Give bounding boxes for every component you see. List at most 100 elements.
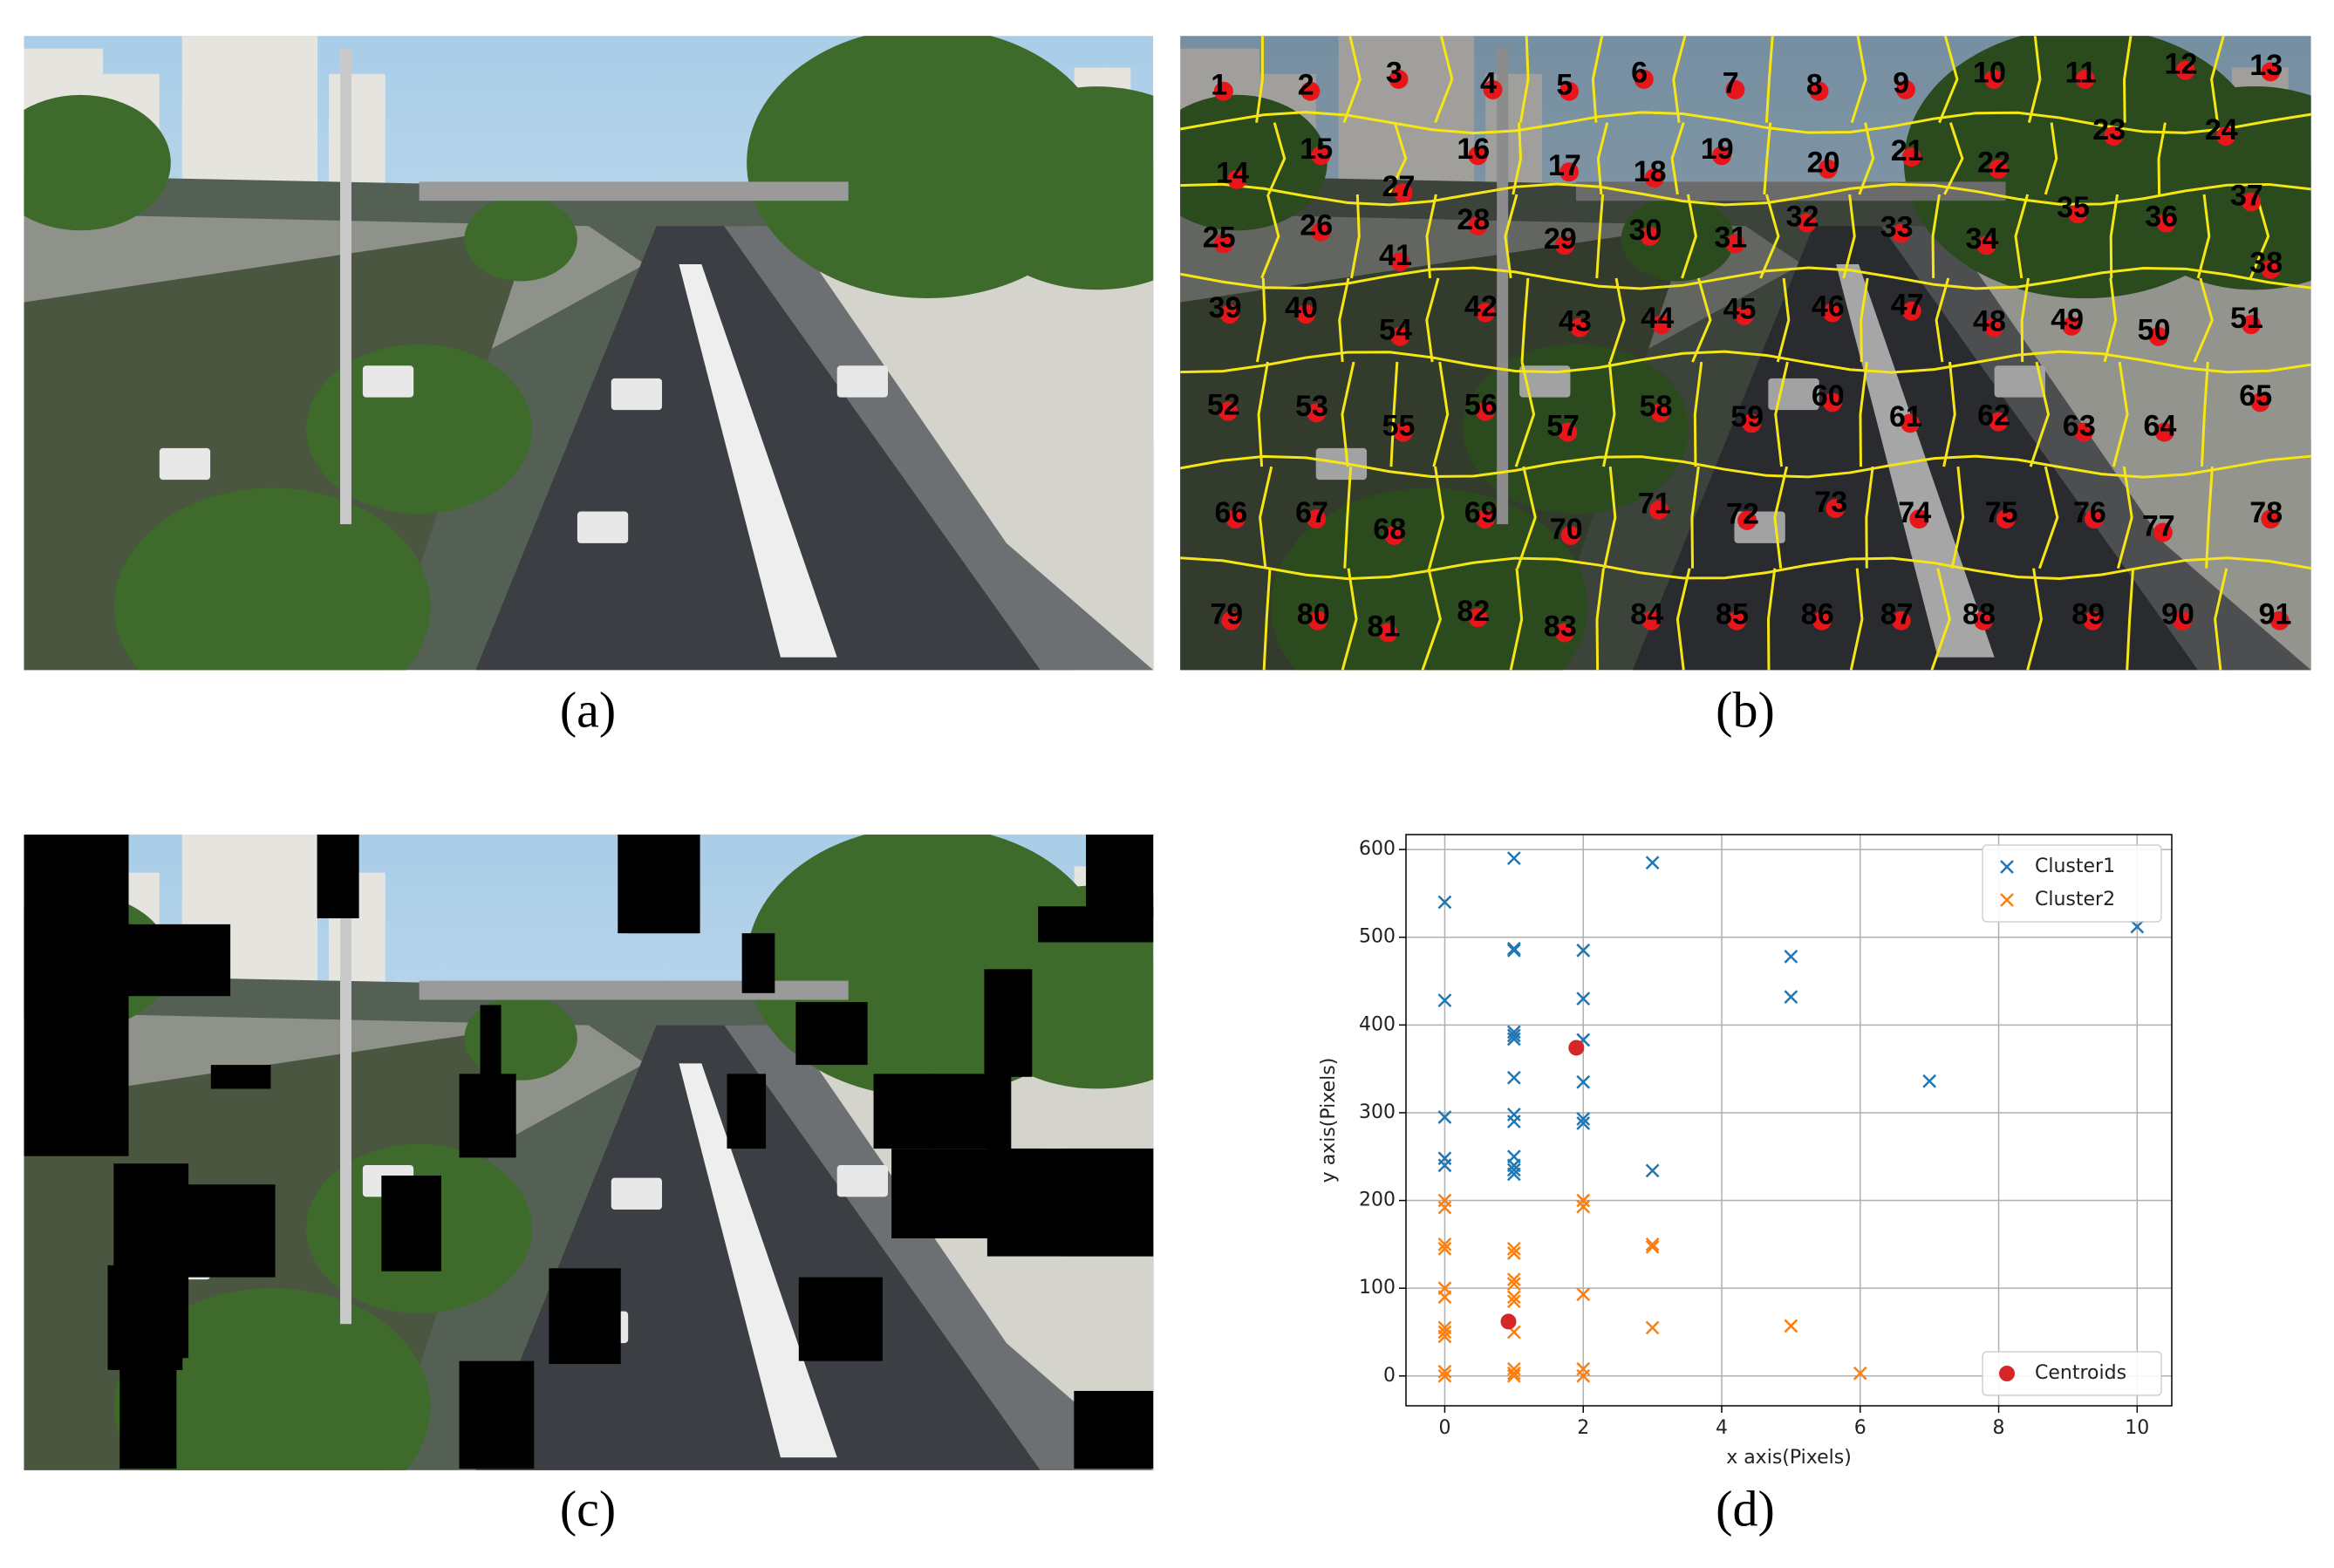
superpixel-label: 30 [1629,214,1662,247]
legend-marker [2000,860,2014,874]
point [1576,1116,1591,1130]
centroid-dot [1389,69,1409,89]
point [1506,851,1521,866]
point [1506,1242,1521,1256]
legend-box [1982,1351,2162,1396]
photo [24,834,1154,1470]
point [1506,1167,1521,1182]
superpixel-label: 81 [1367,610,1400,643]
segment-boundary [2249,194,2270,279]
superpixel-label: 33 [1880,210,1914,243]
y-axis-label: y axis(Pixels) [1318,1058,1340,1183]
centroid-dot [1984,69,2004,89]
segment-boundary [2014,194,2030,279]
superpixel-label: 29 [1544,222,1577,256]
superpixel-label: 54 [1379,314,1412,347]
segment-boundary [1670,122,1685,195]
superpixel-label: 85 [1716,598,1749,631]
superpixel-label: 17 [1548,149,1581,182]
centroid-dot [1554,623,1574,643]
segment-boundary [1850,36,1867,124]
centroid-dot [1468,608,1488,628]
centroid-dot [2215,126,2235,147]
centroid-dot [1560,525,1580,545]
segment-boundary [1180,556,2311,581]
centroid-dot [1737,510,1757,530]
y-tick-label: 200 [1359,1190,1396,1211]
mask-block [459,1360,535,1469]
segment-boundary [1595,568,1605,671]
superpixel-label: 87 [1880,598,1914,631]
car [1994,365,2045,398]
segment-boundary [1774,361,1789,467]
segment-boundary [1260,194,1280,279]
point [1576,1074,1591,1089]
y-tick-label: 400 [1359,1013,1396,1035]
centroid-dot [1558,422,1578,442]
centroid-dot [2269,610,2290,631]
centroid-dot [1559,81,1580,101]
segment-boundary [2044,122,2058,195]
superpixel-label: 90 [2161,598,2194,631]
mask-block [798,1277,883,1361]
segment-boundary [1859,361,1868,467]
mask-block [1086,834,1154,919]
segment-boundary [1180,111,2311,135]
centroid-dot [2175,60,2195,80]
superpixel-label: 16 [1457,133,1490,166]
point [1645,856,1660,870]
superpixel-label: 13 [2249,49,2283,82]
centroid-dot [1641,610,1662,631]
superpixel-label: 63 [2063,409,2096,442]
tree [1270,487,1587,671]
segment-boundary [1764,36,1774,123]
segment-boundary [1773,466,1789,569]
tree [114,1288,431,1470]
superpixel-label: 71 [1638,487,1671,521]
segment-boundary [2026,568,2043,671]
centroid-dot [1307,509,1327,529]
car [611,1177,663,1210]
segment-boundary [2103,277,2118,363]
mask-block [317,834,359,919]
segment-boundary [1341,568,1358,671]
point [1576,1112,1591,1126]
legend-marker [2000,893,2014,907]
centroid-dot [1483,79,1503,99]
segment-boundary [2116,466,2133,569]
point [1506,1246,1521,1260]
centroid-dot [1227,169,1247,189]
segment-boundary [1595,194,1605,279]
point [1645,1237,1660,1251]
centroid-dot [2261,259,2281,279]
superpixel-label: 38 [2249,247,2283,280]
point [1576,1193,1591,1208]
centroid-dot [2242,315,2262,335]
car [159,447,211,481]
centroid-dot [1725,79,1745,99]
centroid-dot [1711,146,1731,166]
segment-boundary [1262,568,1272,671]
centroid-dot [2156,213,2176,233]
segment-boundary [1434,36,1454,124]
point [1506,1368,1521,1383]
superpixel-label: 52 [1207,388,1240,421]
segment-boundary [1596,122,1609,195]
superpixel-label: 37 [2230,179,2263,212]
legend-marker [1999,1366,2015,1381]
superpixel-label: 1 [1211,68,1227,101]
centroid-dot [1213,81,1233,101]
centroid-dot [1984,317,2004,337]
y-tick-label: 0 [1383,1365,1396,1387]
car [611,378,663,411]
car [836,1164,888,1197]
superpixel-label: 75 [1985,496,2018,529]
segment-boundary [1942,361,1956,467]
point [1784,949,1798,964]
superpixel-label: 56 [1464,388,1498,421]
x-tick-label: 10 [2125,1417,2149,1439]
superpixel-label: 31 [1714,221,1747,254]
panel-label: (c) [560,1480,616,1537]
segment-boundary [1931,194,1941,279]
